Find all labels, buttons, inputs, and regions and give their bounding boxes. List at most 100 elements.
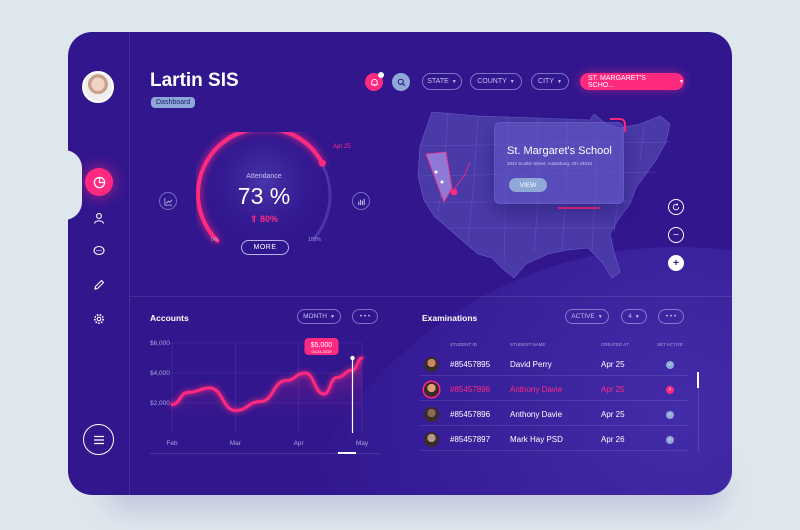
chevron-down-icon: ▼ <box>557 78 562 85</box>
attendance-gauge <box>196 132 332 252</box>
count-select[interactable]: 4 ▼ <box>621 309 647 324</box>
attendance-value: 73 % <box>237 183 291 209</box>
student-avatar <box>424 357 439 372</box>
inactive-x-icon[interactable]: × <box>666 386 674 394</box>
popup-school-address: 3042 Scottie Street, Austinburg, OH 4401… <box>507 161 593 166</box>
table-row[interactable]: #85457897 Mark Hay PSD Apr 26 ✓ <box>420 429 688 451</box>
bar-chart-icon <box>357 198 365 205</box>
search-icon <box>397 78 405 86</box>
student-name: David Perry <box>510 360 552 369</box>
scrollbar-thumb[interactable] <box>697 372 699 388</box>
gauge-min-label: 0% <box>211 237 219 243</box>
pie-chart-icon <box>93 176 105 188</box>
student-id: #85457897 <box>450 435 491 444</box>
tooltip-value: $5,000 <box>311 342 333 349</box>
bar-chart-button[interactable] <box>352 192 370 210</box>
chat-icon <box>93 245 105 256</box>
period-select[interactable]: MONTH ▼ <box>297 309 341 324</box>
search-button[interactable] <box>392 73 410 91</box>
chevron-down-icon: ▼ <box>597 313 603 320</box>
scrollbar-thumb[interactable] <box>338 452 356 454</box>
hamburger-icon <box>93 435 104 444</box>
status-select[interactable]: ACTIVE ▼ <box>565 309 609 324</box>
x-tick-label: May <box>356 440 369 447</box>
nav-messages[interactable] <box>90 242 108 260</box>
minus-icon: − <box>673 229 679 241</box>
zoom-out-button[interactable]: − <box>668 227 684 243</box>
created-at: Apr 25 <box>601 360 625 369</box>
y-tick-label: $4,000 <box>150 370 170 377</box>
gear-icon <box>94 314 104 324</box>
col-student-name: STUDENT NAME <box>510 342 546 347</box>
examinations-title: Examinations <box>422 313 478 323</box>
refresh-button[interactable] <box>668 199 684 215</box>
city-select[interactable]: CITY ▼ <box>531 73 569 90</box>
student-id: #85457896 <box>450 385 491 394</box>
student-name: Mark Hay PSD <box>510 435 563 444</box>
dashboard-card: Lartin SIS Dashboard STATE ▼ COUNTY ▼ CITY… <box>68 32 732 495</box>
col-student-id: STUDENT ID <box>450 342 477 347</box>
highlight-point[interactable] <box>350 355 355 361</box>
table-row[interactable]: #85457896 Anthony Davie Apr 25 × <box>420 379 688 401</box>
student-name: Anthony Davie <box>510 410 563 419</box>
accounts-title: Accounts <box>150 313 189 323</box>
active-check-icon[interactable]: ✓ <box>666 411 674 419</box>
state-select[interactable]: STATE ▼ <box>422 73 462 90</box>
active-check-icon[interactable]: ✓ <box>666 361 674 369</box>
zoom-in-button[interactable]: + <box>668 255 684 271</box>
student-avatar <box>424 432 439 447</box>
menu-button[interactable] <box>83 424 114 455</box>
plus-icon: + <box>673 257 679 269</box>
table-row[interactable]: #85457896 Anthony Davie Apr 25 ✓ <box>420 404 688 426</box>
school-popup: St. Margaret's School 3042 Scottie Stree… <box>494 122 624 204</box>
series-area <box>172 358 362 433</box>
chevron-down-icon: ▼ <box>451 78 457 85</box>
tooltip <box>304 338 339 355</box>
chevron-down-icon: ▼ <box>679 78 684 85</box>
card-notch <box>62 150 82 220</box>
nav-users[interactable] <box>90 209 108 227</box>
sidebar <box>68 32 130 495</box>
trend-chart-button[interactable] <box>159 192 177 210</box>
school-select[interactable]: ST. MARGARET'S SCHO... ▼ <box>580 73 684 90</box>
table-scrollbar[interactable] <box>697 372 699 452</box>
chart-scrollbar[interactable] <box>150 452 380 454</box>
student-name: Anthony Davie <box>510 385 563 394</box>
nav-edit[interactable] <box>90 276 108 294</box>
view-button[interactable]: VIEW <box>509 178 547 192</box>
chevron-down-icon: ▼ <box>634 313 640 320</box>
county-select[interactable]: COUNTY ▼ <box>470 73 522 90</box>
x-tick-label: Mar <box>230 440 242 447</box>
notification-dot <box>378 72 384 78</box>
attendance-sub-value: ⇑ 80% <box>249 214 279 224</box>
x-tick-label: Apr <box>294 440 305 447</box>
student-id: #85457895 <box>450 360 491 369</box>
student-id: #85457896 <box>450 410 491 419</box>
refresh-icon <box>672 203 680 211</box>
created-at: Apr 25 <box>601 410 625 419</box>
col-set-active: SET ACTIVE <box>657 342 683 347</box>
bell-icon <box>370 78 378 86</box>
active-check-icon[interactable]: ✓ <box>666 436 674 444</box>
accounts-more-button[interactable]: • • • <box>352 309 378 324</box>
gauge-marker-date: Apr 25 <box>333 144 351 150</box>
more-button[interactable]: MORE <box>241 240 289 255</box>
page-badge[interactable]: Dashboard <box>151 97 196 108</box>
pencil-icon <box>94 279 105 290</box>
chevron-down-icon: ▼ <box>329 313 335 320</box>
user-icon <box>93 213 105 224</box>
line-chart-icon <box>163 197 172 206</box>
x-tick-label: Feb <box>166 440 178 447</box>
student-avatar <box>424 407 439 422</box>
examinations-more-button[interactable]: • • • <box>658 309 684 324</box>
y-tick-label: $2,000 <box>150 400 170 407</box>
nav-dashboard[interactable] <box>85 168 113 196</box>
notifications-button[interactable] <box>365 72 384 91</box>
col-created-at: CREATED AT <box>601 342 629 347</box>
table-row[interactable]: #85457895 David Perry Apr 25 ✓ <box>420 354 688 376</box>
accounts-chart: $6,000 $4,000 $2,000 Feb Mar Apr May $5,00004.2… <box>150 338 369 447</box>
avatar[interactable] <box>82 71 114 103</box>
nav-settings[interactable] <box>90 310 108 328</box>
attendance-label: Attendance <box>246 173 282 180</box>
student-avatar <box>424 382 439 397</box>
